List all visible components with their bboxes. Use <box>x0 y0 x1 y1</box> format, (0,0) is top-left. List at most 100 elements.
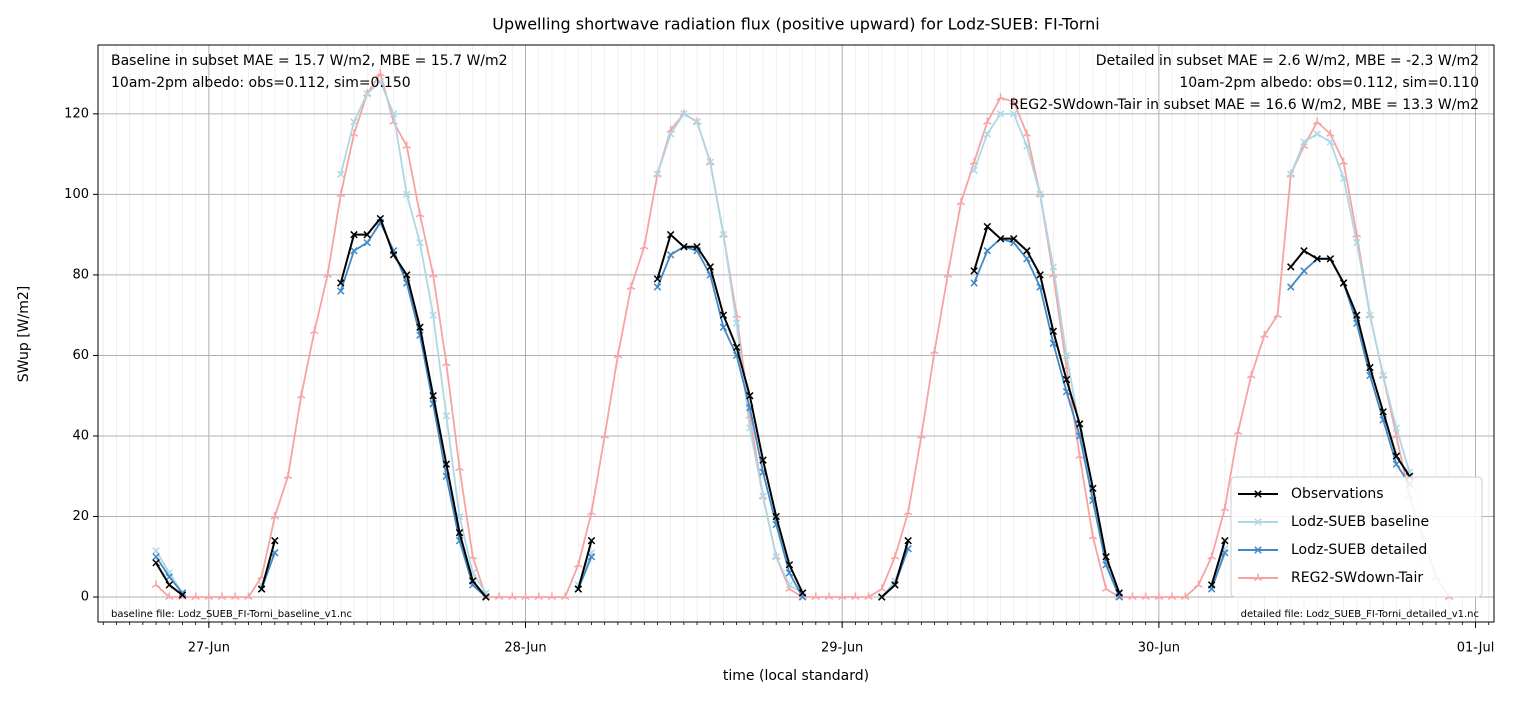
y-tick-label: 0 <box>81 590 89 605</box>
legend: Observations Lodz-SUEB baseline Lodz-SUEB … <box>1230 476 1483 598</box>
point-marker <box>1115 589 1124 597</box>
point-marker <box>878 593 886 601</box>
point-marker <box>1313 130 1321 138</box>
point-marker <box>376 77 385 86</box>
point-marker <box>1075 420 1084 428</box>
point-marker <box>1154 592 1164 600</box>
annotation: Detailed in subset MAE = 2.6 W/m2, MBE =… <box>1096 53 1479 69</box>
point-marker <box>996 110 1005 118</box>
footnote: detailed file: Lodz_SUEB_FI-Torni_detail… <box>1241 609 1479 620</box>
point-marker <box>1246 371 1256 379</box>
x-tick-label: 27-Jun <box>188 641 230 656</box>
point-marker <box>666 251 675 259</box>
point-marker <box>1089 484 1097 493</box>
legend-marker <box>1254 518 1262 526</box>
point-marker <box>1194 580 1203 588</box>
point-marker <box>402 141 412 150</box>
point-marker <box>389 110 398 118</box>
point-marker <box>534 592 543 600</box>
legend-box <box>1230 476 1483 598</box>
point-marker <box>178 591 187 599</box>
legend-label: Lodz-SUEB baseline <box>1291 514 1429 530</box>
point-marker <box>1366 311 1374 319</box>
point-marker <box>996 93 1005 101</box>
point-marker <box>1287 263 1295 271</box>
point-marker <box>403 271 411 279</box>
point-marker <box>772 553 780 561</box>
point-marker <box>626 282 636 290</box>
point-marker <box>970 279 978 287</box>
point-marker <box>1207 581 1216 589</box>
point-marker <box>204 592 214 600</box>
point-marker <box>1313 255 1321 263</box>
point-marker <box>165 573 173 581</box>
point-marker <box>178 589 187 597</box>
point-marker <box>732 343 741 352</box>
point-marker <box>1009 110 1018 118</box>
point-marker <box>956 197 966 206</box>
point-marker <box>363 89 371 98</box>
point-marker <box>719 323 728 331</box>
annotation: REG2-SWdown-Tair in subset MAE = 16.6 W/… <box>1010 97 1479 113</box>
point-marker <box>600 431 609 439</box>
point-marker <box>983 247 992 255</box>
point-marker <box>455 528 464 537</box>
x-tick-label: 01-Jul <box>1457 641 1495 656</box>
point-marker <box>337 279 345 287</box>
point-marker <box>680 242 688 251</box>
point-marker <box>1233 427 1243 435</box>
point-marker <box>719 311 728 319</box>
point-marker <box>890 552 900 560</box>
point-marker <box>270 512 280 520</box>
point-marker <box>1326 138 1335 146</box>
point-marker <box>1102 553 1110 561</box>
point-marker <box>152 547 160 555</box>
point-marker <box>930 346 939 355</box>
point-marker <box>864 592 873 600</box>
point-marker <box>468 577 477 585</box>
point-marker <box>746 391 754 400</box>
point-marker <box>1023 142 1031 150</box>
y-axis-label: SWup [W/m2] <box>16 286 32 382</box>
point-marker <box>785 561 794 569</box>
point-marker <box>310 326 319 335</box>
y-tick-label: 60 <box>72 348 89 363</box>
footnote: baseline file: Lodz_SUEB_FI-Torni_baseli… <box>111 609 352 620</box>
point-marker <box>442 460 451 468</box>
point-marker <box>1180 592 1190 600</box>
point-marker <box>970 166 978 174</box>
chart-title: Upwelling shortwave radiation flux (posi… <box>492 15 1100 34</box>
x-tick-label: 29-Jun <box>821 641 863 656</box>
point-marker <box>1287 283 1295 291</box>
point-marker <box>283 471 293 480</box>
point-marker <box>1300 267 1308 275</box>
point-marker <box>1366 363 1374 372</box>
point-marker <box>230 592 240 600</box>
point-marker <box>1101 584 1111 592</box>
point-marker <box>416 323 424 331</box>
point-marker <box>416 238 424 247</box>
y-tick-label: 20 <box>72 509 89 524</box>
series-group <box>152 214 1414 601</box>
point-marker <box>336 189 346 198</box>
point-marker <box>983 130 992 138</box>
point-marker <box>1009 234 1018 243</box>
point-marker <box>257 585 266 593</box>
point-marker <box>639 242 649 250</box>
point-marker <box>666 130 675 138</box>
point-marker <box>1023 247 1031 255</box>
point-marker <box>429 311 437 319</box>
y-tick-label: 120 <box>64 106 89 121</box>
point-marker <box>1167 592 1177 600</box>
point-marker <box>903 507 913 516</box>
point-marker <box>508 592 517 600</box>
point-marker <box>1300 138 1308 146</box>
legend-marker <box>1254 546 1262 554</box>
point-marker <box>587 553 596 561</box>
point-marker <box>296 391 306 399</box>
legend-label: Observations <box>1291 486 1384 502</box>
point-marker <box>1075 451 1084 460</box>
point-marker <box>811 592 821 600</box>
point-marker <box>363 238 371 247</box>
